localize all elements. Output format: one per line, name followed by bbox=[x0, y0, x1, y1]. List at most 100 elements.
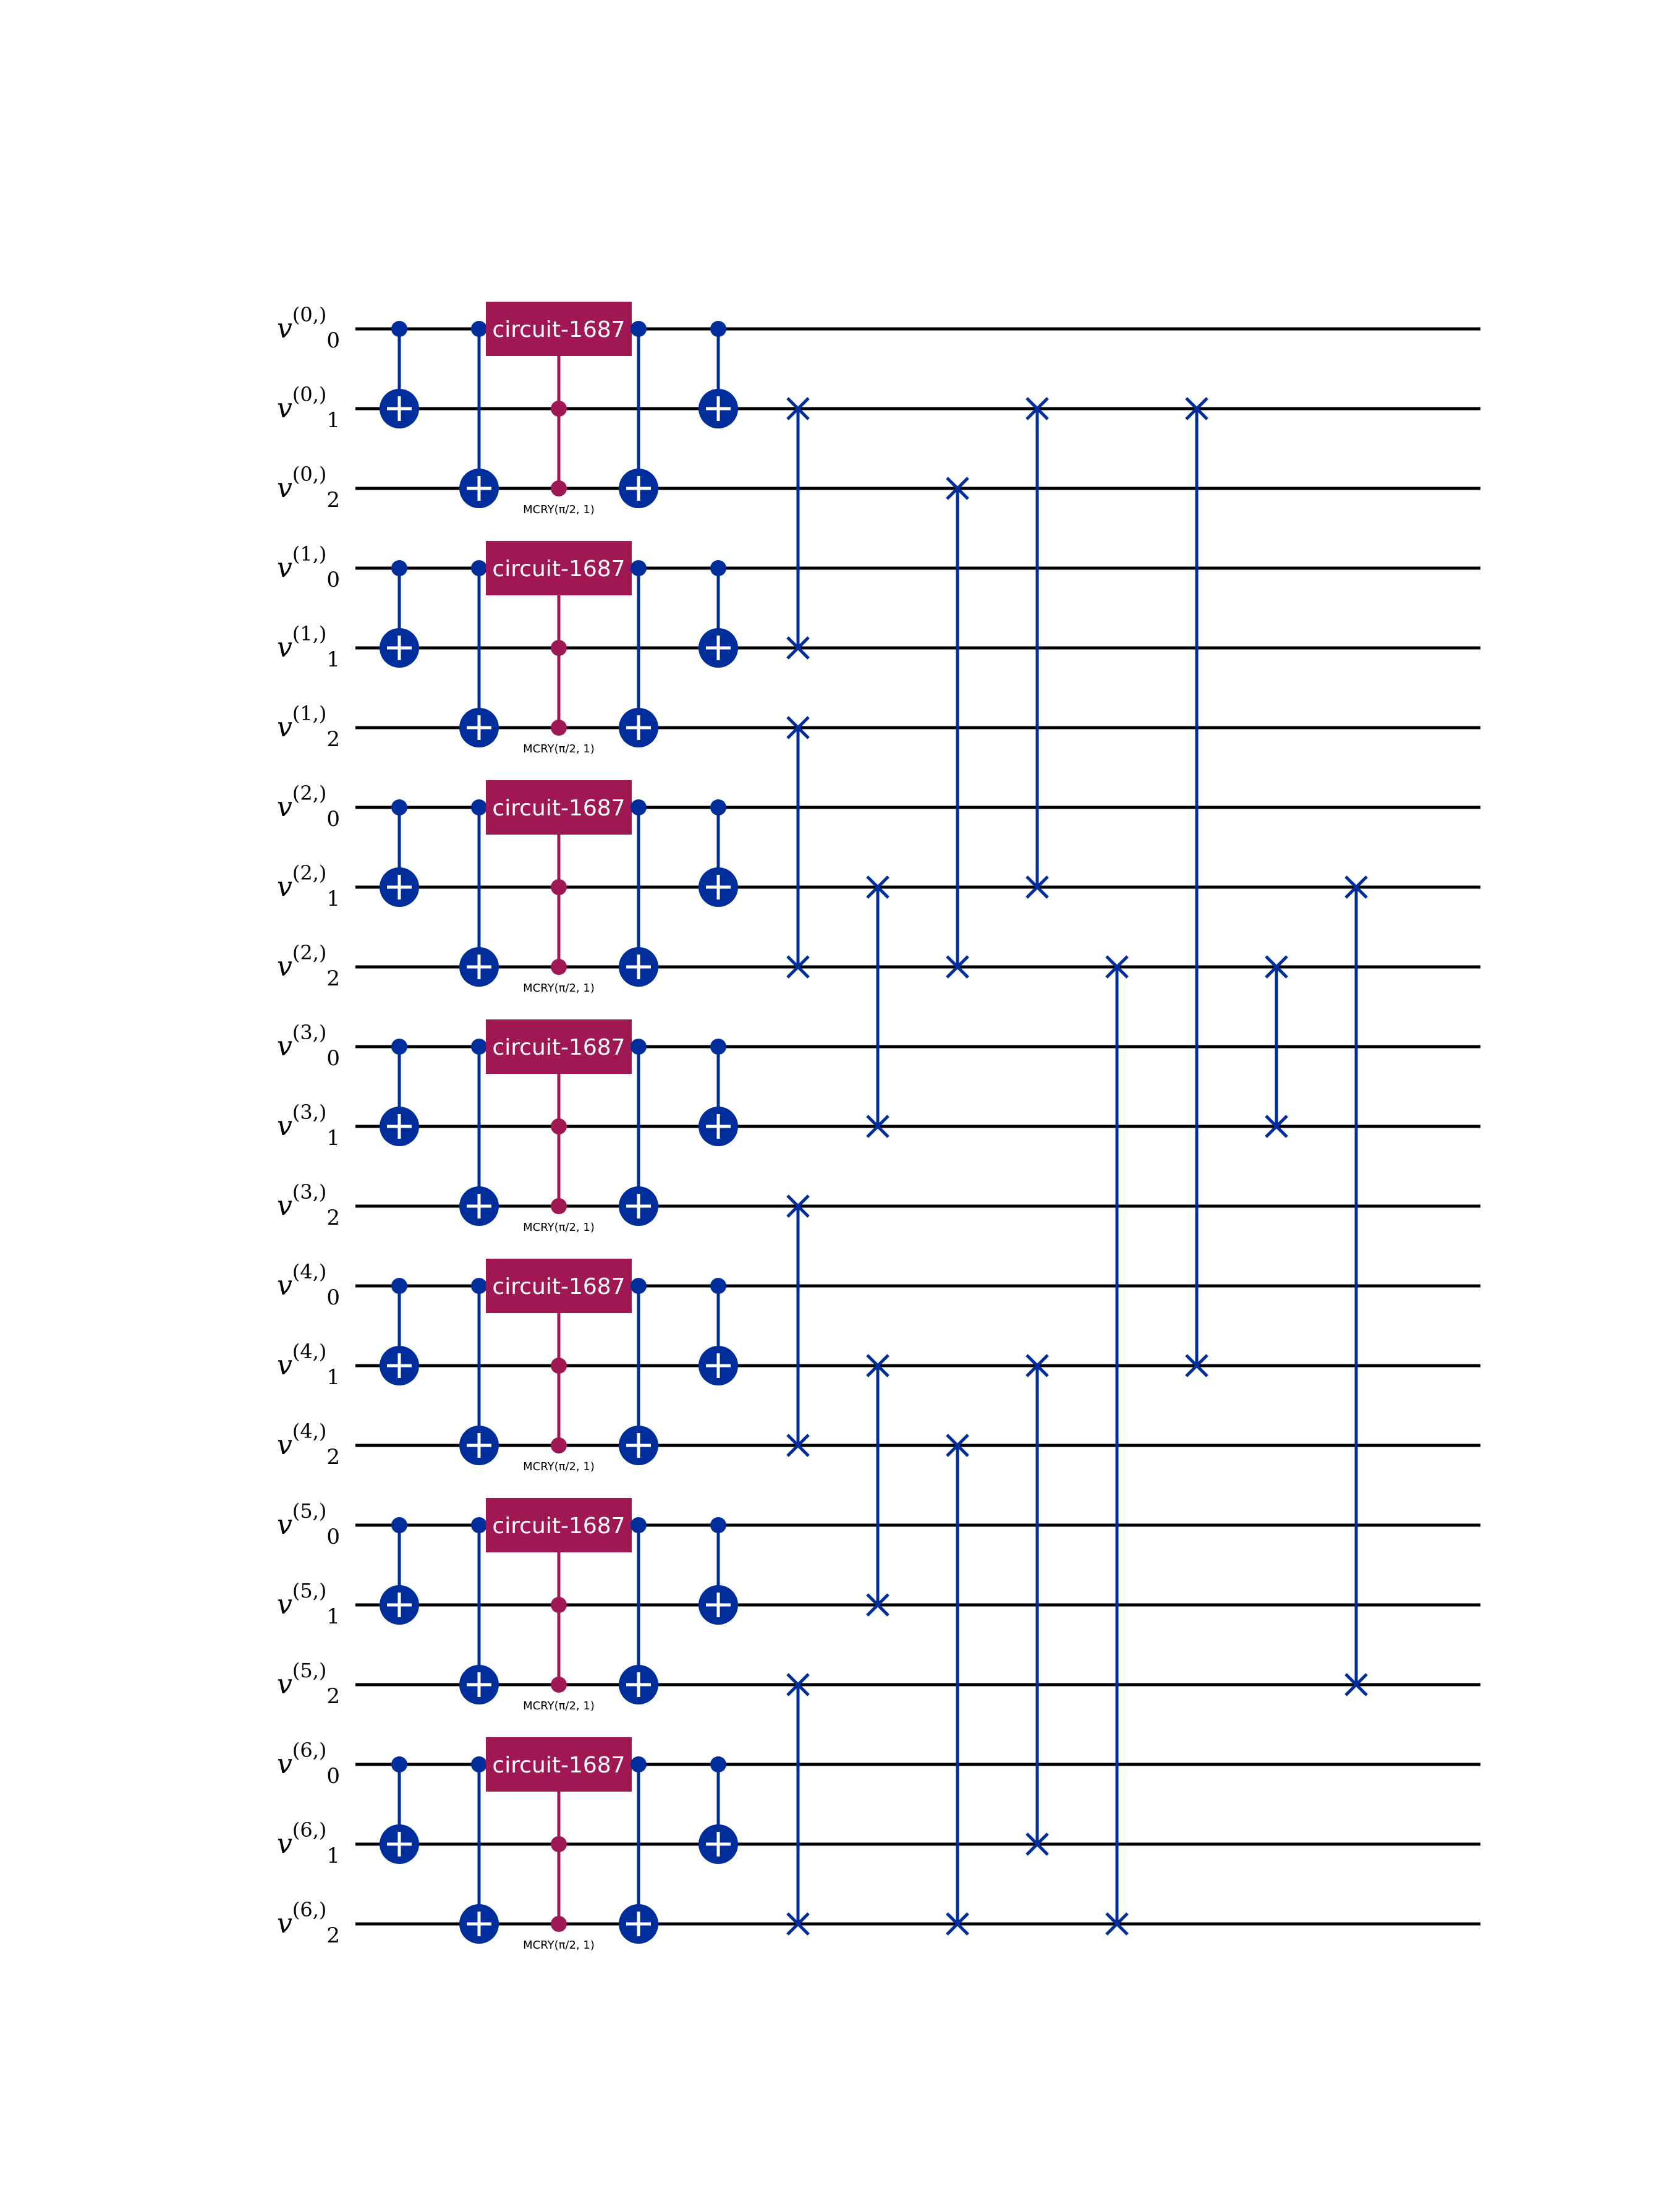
swap-x-icon bbox=[786, 397, 810, 420]
qubit-label-name: v bbox=[277, 313, 292, 344]
qubit-label-register-index: 3 bbox=[300, 1100, 312, 1124]
qubit-label-register-index: 3 bbox=[300, 1021, 312, 1044]
cx-control-dot bbox=[391, 1278, 407, 1294]
qubit-label-0-0: v(0,)0 bbox=[277, 303, 340, 353]
qubit-label-name: v bbox=[277, 871, 292, 903]
cx-control-dot bbox=[710, 799, 726, 815]
custom-gate-label: circuit-1687 bbox=[492, 1035, 625, 1060]
qubit-label-0-2: v(0,)2 bbox=[277, 462, 340, 513]
swap-x-icon bbox=[866, 1593, 890, 1617]
qubit-label-sup-close: ,) bbox=[313, 622, 327, 645]
qubit-label-register-index: 5 bbox=[300, 1499, 312, 1523]
qubit-label-name: v bbox=[277, 1589, 292, 1620]
qubit-label-qubit-index: 2 bbox=[326, 1445, 340, 1470]
custom-gate-control-dot bbox=[551, 1437, 567, 1453]
qubit-label-qubit-index: 1 bbox=[326, 408, 340, 433]
cx-control-dot bbox=[471, 1039, 487, 1055]
qubit-label-name: v bbox=[277, 632, 292, 663]
qubit-label-sup-close: ,) bbox=[313, 702, 327, 725]
qubit-label-name: v bbox=[277, 1828, 292, 1860]
qubit-label-sup-close: ,) bbox=[313, 1579, 327, 1602]
custom-gate-box bbox=[486, 1498, 632, 1552]
qubit-label-register-index: 3 bbox=[300, 1180, 312, 1204]
qubit-label-register-index: 0 bbox=[300, 462, 312, 486]
qubit-label-5-0: v(5,)0 bbox=[277, 1499, 340, 1549]
swap-x-icon bbox=[786, 1912, 810, 1936]
cx-control-dot bbox=[710, 1756, 726, 1772]
swap-x-icon bbox=[1025, 1832, 1049, 1856]
qubit-label-sup-close: ,) bbox=[313, 1021, 327, 1044]
swap-x-icon bbox=[786, 955, 810, 979]
qubit-label-qubit-index: 1 bbox=[326, 1126, 340, 1151]
custom-gate-control-dot bbox=[551, 1916, 567, 1932]
qubit-label-register-index: 4 bbox=[300, 1340, 312, 1363]
cx-target-icon bbox=[380, 389, 419, 428]
qubit-label-sup-close: ,) bbox=[313, 462, 327, 486]
cx-control-dot bbox=[391, 799, 407, 815]
qubit-label-qubit-index: 1 bbox=[326, 647, 340, 672]
cx-control-dot bbox=[710, 321, 726, 337]
custom-gate-label: circuit-1687 bbox=[492, 556, 625, 582]
qubit-label-qubit-index: 0 bbox=[326, 568, 340, 592]
qubit-label-sup-open: ( bbox=[292, 781, 300, 805]
qubit-label-register-index: 4 bbox=[300, 1419, 312, 1443]
custom-gate-control-dot bbox=[551, 640, 567, 656]
qubit-label-sup-open: ( bbox=[292, 542, 300, 566]
cx-target-icon bbox=[619, 947, 658, 987]
qubit-label-qubit-index: 0 bbox=[326, 328, 340, 353]
qubit-label-qubit-index: 2 bbox=[326, 727, 340, 752]
cx-target-icon bbox=[619, 1426, 658, 1465]
qubit-label-sup-close: ,) bbox=[313, 1180, 327, 1204]
qubit-label-3-0: v(3,)0 bbox=[277, 1021, 340, 1071]
qubit-label-2-2: v(2,)2 bbox=[277, 941, 340, 991]
qubit-label-name: v bbox=[277, 1429, 292, 1461]
qubit-label-sup-open: ( bbox=[292, 462, 300, 486]
qubit-label-6-2: v(6,)2 bbox=[277, 1898, 340, 1948]
custom-gate-sublabel: MCRY(π/2, 1) bbox=[523, 1939, 595, 1952]
swap-x-icon bbox=[1025, 397, 1049, 420]
swap-x-icon bbox=[946, 955, 969, 979]
cx-control-dot bbox=[631, 1517, 647, 1533]
qubit-label-register-index: 2 bbox=[300, 861, 312, 885]
cx-control-dot bbox=[471, 560, 487, 576]
qubit-label-6-0: v(6,)0 bbox=[277, 1738, 340, 1789]
qubit-label-sup-close: ,) bbox=[313, 1340, 327, 1363]
qubit-label-name: v bbox=[277, 1669, 292, 1700]
qubit-label-sup-open: ( bbox=[292, 1499, 300, 1523]
cx-target-icon bbox=[380, 1824, 419, 1864]
qubit-label-name: v bbox=[277, 1031, 292, 1062]
cx-control-dot bbox=[710, 1039, 726, 1055]
swap-x-icon bbox=[1105, 955, 1129, 979]
qubit-label-qubit-index: 1 bbox=[326, 887, 340, 911]
swap-x-icon bbox=[1265, 1115, 1288, 1138]
qubit-label-register-index: 4 bbox=[300, 1260, 312, 1283]
cx-control-dot bbox=[631, 560, 647, 576]
gate-connectors bbox=[397, 329, 1358, 1924]
qubit-label-sup-close: ,) bbox=[313, 861, 327, 885]
qubit-label-qubit-index: 2 bbox=[326, 1923, 340, 1948]
qubit-label-sup-close: ,) bbox=[313, 1499, 327, 1523]
custom-gate-sublabel: MCRY(π/2, 1) bbox=[523, 1460, 595, 1473]
cx-control-dot bbox=[391, 1756, 407, 1772]
custom-gate-sublabel: MCRY(π/2, 1) bbox=[523, 1699, 595, 1712]
cx-target-icon bbox=[698, 1585, 738, 1625]
cx-target-icon bbox=[459, 708, 499, 747]
qubit-label-6-1: v(6,)1 bbox=[277, 1818, 340, 1868]
cx-target-icon bbox=[698, 628, 738, 668]
cx-control-dot bbox=[631, 1039, 647, 1055]
qubit-wires bbox=[355, 327, 1480, 1926]
qubit-label-sup-close: ,) bbox=[313, 1100, 327, 1124]
custom-gate-box bbox=[486, 1259, 632, 1313]
custom-gate-control-dot bbox=[551, 1597, 567, 1613]
custom-gate-control-dot bbox=[551, 1118, 567, 1134]
qubit-label-sup-open: ( bbox=[292, 1659, 300, 1682]
qubit-label-qubit-index: 1 bbox=[326, 1604, 340, 1629]
custom-gate-control-dot bbox=[551, 401, 567, 417]
custom-gate-label: circuit-1687 bbox=[492, 1513, 625, 1539]
qubit-label-name: v bbox=[277, 1908, 292, 1939]
qubit-label-sup-close: ,) bbox=[313, 941, 327, 964]
custom-gate-sublabel: MCRY(π/2, 1) bbox=[523, 1221, 595, 1234]
qubit-label-sup-close: ,) bbox=[313, 1659, 327, 1682]
cx-target-icon bbox=[619, 708, 658, 747]
cx-control-dot bbox=[471, 321, 487, 337]
